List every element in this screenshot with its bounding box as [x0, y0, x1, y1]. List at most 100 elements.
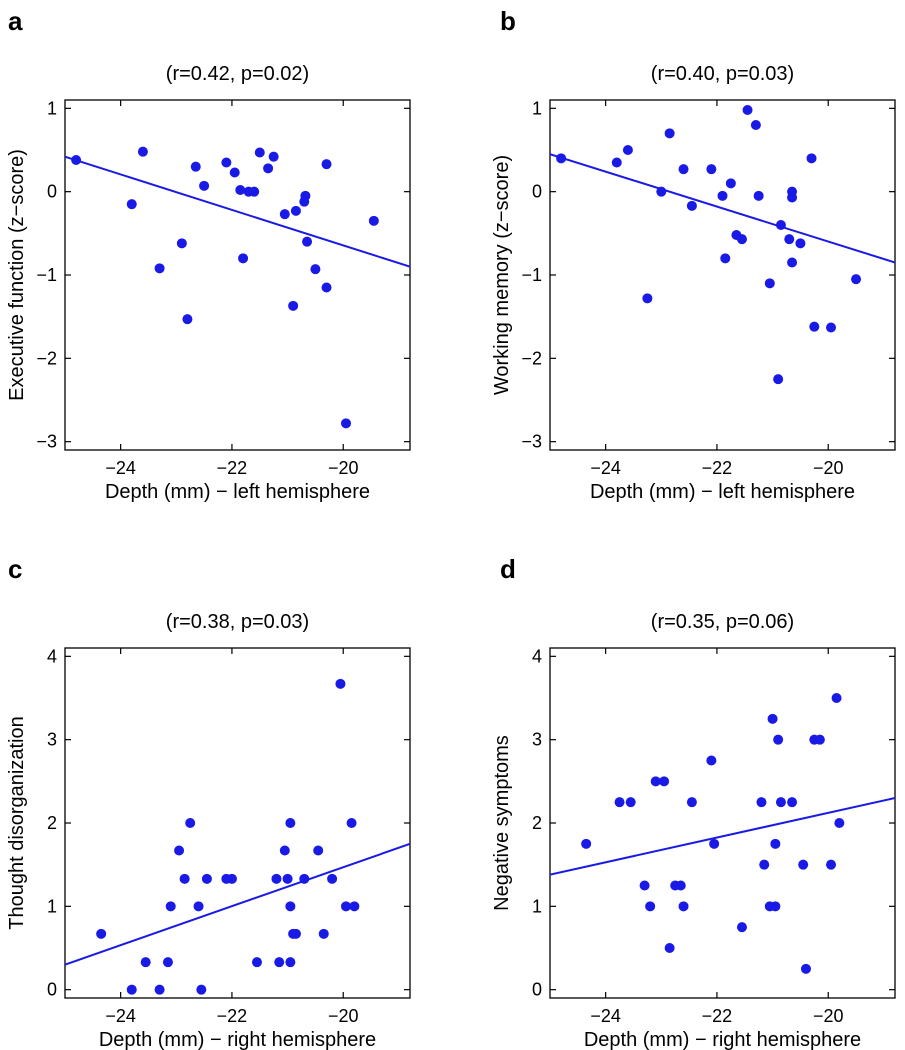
data-point-d	[756, 797, 767, 808]
data-point-d	[686, 797, 697, 808]
data-point-c	[154, 984, 165, 995]
data-point-b	[656, 186, 667, 197]
data-point-a	[254, 147, 265, 158]
x-tick-label-d: −24	[590, 1006, 621, 1026]
data-point-c	[174, 845, 185, 856]
data-point-d	[664, 943, 675, 953]
regression-line-b	[550, 153, 895, 264]
data-point-c	[327, 873, 338, 884]
data-point-d	[639, 880, 650, 891]
data-point-a	[238, 253, 249, 264]
regression-line-d	[550, 797, 895, 876]
x-tick-label-d: −20	[813, 1006, 844, 1026]
y-tick-label-d: 4	[532, 646, 542, 666]
data-point-c	[196, 984, 207, 995]
data-point-c	[285, 957, 296, 968]
x-tick-label-c: −20	[328, 1006, 359, 1026]
y-tick-label-a: −3	[36, 432, 57, 452]
y-tick-label-c: 1	[47, 896, 57, 916]
data-point-c	[299, 873, 310, 884]
data-point-a	[300, 190, 311, 201]
data-point-a	[199, 180, 210, 191]
data-point-b	[773, 374, 784, 385]
y-axis-label-b: Working memory (z−score)	[491, 155, 513, 395]
y-tick-label-d: 1	[532, 896, 542, 916]
regression-line-a	[65, 155, 410, 268]
x-axis-label-a: Depth (mm) − left hemisphere	[105, 481, 370, 503]
data-point-b	[787, 257, 798, 268]
y-tick-label-c: 4	[47, 646, 57, 666]
x-axis-label-b: Depth (mm) − left hemisphere	[590, 481, 855, 503]
y-tick-label-b: −3	[521, 432, 542, 452]
plot-frame-b	[549, 99, 896, 451]
data-point-a	[368, 215, 379, 226]
data-point-b	[706, 164, 717, 175]
data-point-d	[650, 776, 661, 787]
x-tick-label-c: −22	[217, 1006, 248, 1026]
data-point-d	[770, 838, 781, 849]
x-axis-label-c: Depth (mm) − right hemisphere	[99, 1029, 376, 1050]
y-tick-label-d: 0	[532, 980, 542, 1000]
data-point-b	[775, 220, 786, 230]
data-point-d	[773, 734, 784, 745]
data-point-a	[71, 155, 82, 165]
data-point-c	[318, 928, 329, 939]
data-point-c	[162, 957, 173, 968]
data-point-c	[271, 873, 282, 884]
y-axis-label-d: Negative symptoms	[491, 735, 513, 911]
panel-c: c (r=0.38, p=0.03) −24 −22 −20 0 1 2 3 4 Depth (mm…	[6, 554, 411, 1050]
data-point-a	[288, 300, 299, 311]
data-point-c	[285, 901, 296, 912]
data-point-c	[185, 818, 196, 828]
data-point-b	[764, 278, 775, 289]
data-point-b	[742, 105, 753, 115]
data-point-a	[302, 236, 313, 247]
data-point-d	[645, 901, 656, 912]
data-point-b	[678, 164, 689, 175]
data-point-b	[795, 238, 806, 249]
data-point-b	[720, 253, 731, 264]
data-point-c	[285, 818, 296, 828]
data-point-d	[678, 901, 689, 912]
data-point-a	[341, 418, 352, 429]
data-point-c	[282, 873, 293, 884]
data-point-c	[341, 901, 352, 912]
data-point-d	[581, 838, 592, 849]
data-point-b	[611, 157, 622, 168]
y-tick-label-b: 0	[532, 182, 542, 202]
data-point-d	[759, 859, 770, 870]
data-point-d	[814, 734, 825, 745]
data-point-a	[137, 146, 148, 157]
regression-line-c	[65, 842, 410, 966]
data-point-a	[182, 314, 193, 325]
data-point-b	[642, 293, 653, 304]
data-point-a	[268, 151, 279, 162]
data-point-d	[767, 713, 778, 724]
data-point-b	[851, 274, 862, 285]
x-tick-label-c: −24	[105, 1006, 136, 1026]
chart-title-d: (r=0.35, p=0.06)	[651, 611, 794, 633]
data-point-b	[622, 145, 633, 155]
data-point-a	[290, 205, 301, 216]
data-point-a	[235, 185, 246, 195]
data-point-b	[664, 128, 675, 139]
data-point-d	[798, 859, 809, 870]
y-tick-label-c: 2	[47, 813, 57, 833]
data-point-b	[787, 192, 798, 203]
x-tick-label-b: −22	[702, 458, 733, 478]
data-point-d	[614, 797, 625, 808]
chart-title-b: (r=0.40, p=0.03)	[651, 63, 794, 85]
x-tick-label-a: −22	[217, 458, 248, 478]
data-point-c	[165, 901, 176, 912]
data-point-b	[750, 120, 761, 130]
chart-title-c: (r=0.38, p=0.03)	[166, 611, 309, 633]
data-point-d	[800, 963, 811, 974]
y-tick-label-a: 0	[47, 182, 57, 202]
y-tick-label-c: 3	[47, 730, 57, 750]
data-point-c	[290, 928, 301, 939]
panel-d: d (r=0.35, p=0.06) −24 −22 −20 0 1 2 3 4 Depth (mm…	[491, 554, 896, 1050]
y-tick-label-a: −2	[36, 348, 57, 368]
data-point-a	[263, 163, 274, 174]
data-point-c	[126, 984, 137, 995]
data-point-c	[96, 928, 107, 939]
